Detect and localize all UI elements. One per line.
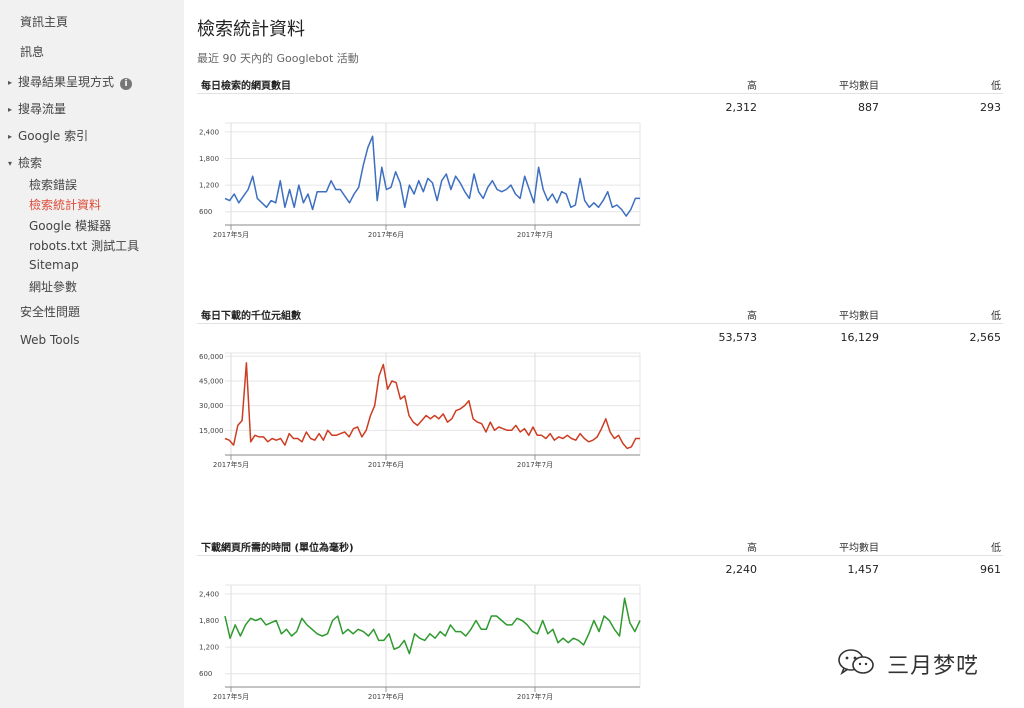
y-tick-label: 45,000 [199, 377, 224, 385]
y-tick-label: 1,800 [199, 155, 219, 163]
info-icon[interactable]: i [120, 78, 133, 90]
high-header: 高 [747, 311, 757, 322]
x-tick-label: 2017年5月 [213, 460, 249, 469]
downloaded-kb-chart[interactable]: 15,000 30,000 45,000 60,000 2017年5月 2017年6月 20… [197, 345, 641, 475]
y-tick-label: 1,800 [199, 617, 219, 625]
sidebar-item-11[interactable]: 網址參數 [29, 278, 77, 295]
low-header: 低 [991, 543, 1001, 554]
sidebar-item-label: robots.txt 測試工具 [29, 239, 140, 253]
sidebar-item-label: Google 模擬器 [29, 219, 112, 233]
x-tick-label: 2017年7月 [517, 230, 553, 239]
main-content: 檢索統計資料 最近 90 天內的 Googlebot 活動 每日檢索的網頁數目 … [197, 0, 1024, 708]
sidebar-item-6[interactable]: 檢索錯誤 [29, 176, 77, 193]
x-tick-label: 2017年6月 [368, 460, 404, 469]
caret-right-icon[interactable]: ▸ [8, 132, 13, 141]
sidebar-item-4[interactable]: ▸ Google 索引 [8, 127, 88, 144]
sidebar-item-label: 網址參數 [29, 280, 78, 294]
series-line[interactable] [224, 597, 641, 655]
y-tick-label: 2,400 [199, 590, 219, 598]
high-value: 2,240 [725, 563, 758, 576]
wechat-logo-icon [836, 647, 876, 681]
y-tick-label: 1,200 [199, 644, 219, 652]
section-title: 每日下載的千位元組數 [201, 311, 301, 322]
y-tick-label: 2,400 [199, 128, 219, 136]
low-value: 961 [980, 563, 1001, 576]
sidebar-item-9[interactable]: robots.txt 測試工具 [29, 237, 139, 254]
avg-value: 16,129 [840, 331, 880, 344]
sidebar-item-label: 搜尋結果呈現方式 [18, 75, 115, 89]
sidebar-item-label: 檢索錯誤 [29, 178, 78, 192]
y-tick-label: 600 [199, 208, 212, 216]
sidebar-item-label: Google 索引 [18, 129, 89, 143]
page-title: 檢索統計資料 [197, 19, 305, 40]
y-tick-label: 60,000 [199, 353, 224, 361]
x-tick-label: 2017年7月 [517, 460, 553, 469]
x-tick-label: 2017年5月 [213, 230, 249, 239]
sidebar-item-label: 檢索統計資料 [29, 198, 102, 212]
sidebar-item-2[interactable]: ▸ 搜尋結果呈現方式 i [8, 73, 133, 90]
download-time-chart[interactable]: 600 1,200 1,800 2,400 2017年5月 2017年6月 2017年7月 [197, 577, 641, 707]
high-value: 53,573 [718, 331, 758, 344]
avg-value: 887 [858, 101, 879, 114]
caret-down-icon[interactable]: ▾ [8, 159, 13, 168]
crawled-pages-chart[interactable]: 600 1,200 1,800 2,400 2017年5月 2017年6月 2017年7月 [197, 115, 641, 245]
avg-header: 平均數目 [839, 543, 879, 554]
x-tick-label: 2017年6月 [368, 230, 404, 239]
high-header: 高 [747, 543, 757, 554]
sidebar-item-label: 搜尋流量 [18, 102, 67, 116]
section-divider [197, 323, 1003, 324]
series-line[interactable] [224, 135, 640, 217]
sidebar-item-0[interactable]: 資訊主頁 [20, 13, 68, 30]
section-divider [197, 93, 1003, 94]
low-value: 293 [980, 101, 1001, 114]
chart-svg: 600 1,200 1,800 2,400 2017年5月 2017年6月 2017年7月 [199, 584, 641, 701]
watermark: 三月梦呓 [836, 647, 979, 681]
sidebar-item-3[interactable]: ▸ 搜尋流量 [8, 100, 66, 117]
sidebar-item-5[interactable]: ▾ 檢索 [8, 154, 42, 171]
high-header: 高 [747, 81, 757, 92]
chart-svg: 600 1,200 1,800 2,400 2017年5月 2017年6月 2017年7月 [199, 122, 641, 239]
series-line[interactable] [224, 362, 640, 450]
sidebar-nav: 資訊主頁 訊息 ▸ 搜尋結果呈現方式 i ▸ 搜尋流量 ▸ Google 索引 ▾ 檢索 檢索錯誤 檢索… [0, 0, 184, 708]
chart-svg: 15,000 30,000 45,000 60,000 2017年5月 2017年6月 20… [199, 352, 641, 469]
sidebar-item-label: Sitemap [29, 258, 79, 272]
sidebar-item-8[interactable]: Google 模擬器 [29, 217, 111, 234]
sidebar-item-13[interactable]: Web Tools [20, 333, 80, 347]
sidebar-item-label: 檢索 [18, 156, 43, 170]
section-title: 每日檢索的網頁數目 [201, 81, 291, 92]
x-tick-label: 2017年7月 [517, 692, 553, 701]
sidebar-item-label: 安全性問題 [20, 305, 81, 319]
x-tick-label: 2017年5月 [213, 692, 249, 701]
x-tick-label: 2017年6月 [368, 692, 404, 701]
avg-header: 平均數目 [839, 81, 879, 92]
y-tick-label: 1,200 [199, 182, 219, 190]
avg-value: 1,457 [847, 563, 880, 576]
caret-right-icon[interactable]: ▸ [8, 78, 13, 87]
low-header: 低 [991, 311, 1001, 322]
avg-header: 平均數目 [839, 311, 879, 322]
sidebar-item-1[interactable]: 訊息 [20, 43, 44, 60]
sidebar-item-label: Web Tools [20, 333, 80, 347]
y-tick-label: 600 [199, 670, 212, 678]
sidebar-item-label: 訊息 [20, 45, 45, 59]
section-title: 下載網頁所需的時間 (單位為毫秒) [201, 543, 354, 554]
section-divider [197, 555, 1003, 556]
y-tick-label: 15,000 [199, 427, 224, 435]
page-subtitle: 最近 90 天內的 Googlebot 活動 [197, 52, 359, 65]
low-header: 低 [991, 81, 1001, 92]
watermark-text: 三月梦呓 [887, 654, 980, 679]
sidebar-item-10[interactable]: Sitemap [29, 258, 79, 272]
high-value: 2,312 [725, 101, 758, 114]
sidebar-item-12[interactable]: 安全性問題 [20, 303, 80, 320]
caret-right-icon[interactable]: ▸ [8, 105, 13, 114]
low-value: 2,565 [969, 331, 1002, 344]
sidebar-item-7[interactable]: 檢索統計資料 [29, 196, 101, 213]
sidebar-item-label: 資訊主頁 [20, 15, 69, 29]
y-tick-label: 30,000 [199, 402, 224, 410]
